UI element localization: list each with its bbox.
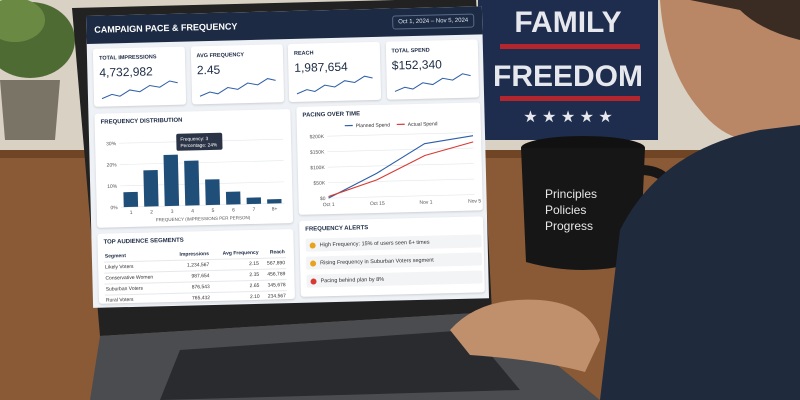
x-tick-label: 3 xyxy=(171,209,174,215)
bar xyxy=(163,154,180,207)
tooltip-text: Frequency: 3 xyxy=(180,136,208,143)
alert-text: Pacing behind plan by 8% xyxy=(320,276,385,284)
card-title: TOP AUDIENCE SEGMENTS xyxy=(103,237,184,246)
segments-table: Segment Impressions Avg Frequency Reach Like… xyxy=(103,247,288,307)
tooltip xyxy=(176,132,223,151)
legend-label: Actual Spend xyxy=(408,121,438,128)
x-tick-label: 2 xyxy=(150,209,153,215)
x-tick-label: 4 xyxy=(191,208,194,214)
svg-text:★ ★ ★ ★ ★: ★ ★ ★ ★ ★ xyxy=(523,109,613,126)
sparkline xyxy=(101,80,178,100)
bar xyxy=(205,179,221,206)
line xyxy=(328,141,474,198)
bar xyxy=(123,191,139,208)
poster-line: FAMILY xyxy=(514,6,621,39)
y-tick-label: $0 xyxy=(320,196,326,202)
legend-label: Planned Spend xyxy=(356,122,391,129)
grid-line xyxy=(119,160,284,165)
sparkline-line xyxy=(101,80,178,100)
grid-line xyxy=(327,163,474,168)
y-tick-label: $200K xyxy=(309,134,324,140)
pacing-chart: $0 $50K $100K $150K $200K Oct 1 Oct 15 Nov 1 Nov… xyxy=(309,121,481,208)
alert: Pacing behind plan by 8% xyxy=(306,270,483,288)
x-tick-label: 1 xyxy=(130,210,133,216)
kpi-card: TOTAL IMPRESSIONS 4,732,982 xyxy=(92,46,187,107)
mug-text: Progress xyxy=(545,219,593,233)
card-title: FREQUENCY ALERTS xyxy=(305,225,369,233)
kpi-card: REACH 1,987,654 xyxy=(287,41,382,103)
kpi-card: AVG FREQUENCY 2.45 xyxy=(190,44,284,105)
y-tick-label: 10% xyxy=(107,184,118,190)
table-cell: 345,678 xyxy=(260,279,287,292)
person xyxy=(450,0,800,400)
bar xyxy=(246,197,262,205)
segments-card: TOP AUDIENCE SEGMENTS Segment Impressions… xyxy=(97,228,295,307)
alerts-list: High Frequency: 15% of users seen 6+ tim… xyxy=(299,216,483,288)
tooltip-text: Percentage: 24% xyxy=(180,142,218,149)
plant xyxy=(0,0,75,140)
x-tick-label: 6 xyxy=(232,207,235,213)
column-header: Reach xyxy=(259,247,286,259)
kpi-row: TOTAL IMPRESSIONS 4,732,982 AVG FREQUENCY 2… xyxy=(86,6,482,107)
alert: High Frequency: 15% of users seen 6+ tim… xyxy=(305,234,482,252)
bar xyxy=(225,191,241,205)
freq-card: FREQUENCY DISTRIBUTION 0% 10% 20% 30% 1 2 3 4 5 6… xyxy=(94,109,294,228)
poster: FAMILY FREEDOM ★ ★ ★ ★ ★ xyxy=(478,0,658,140)
y-tick-label: 30% xyxy=(106,141,117,147)
y-tick-label: $150K xyxy=(310,150,325,156)
table-cell: 765,432 xyxy=(169,292,212,305)
dashboard: CAMPAIGN PACE & FREQUENCY Oct 1, 2024 – … xyxy=(86,6,490,308)
grid-line xyxy=(327,132,473,137)
x-tick-label: 7 xyxy=(253,207,256,213)
line xyxy=(328,135,474,199)
sparkline-line xyxy=(199,78,276,97)
mug-text: Principles xyxy=(545,187,597,201)
x-tick-label: Oct 15 xyxy=(370,201,385,207)
x-axis-label: FREQUENCY (IMPRESSIONS PER PERSON) xyxy=(156,215,251,222)
table-cell: Rural Voters xyxy=(104,293,171,307)
date-range[interactable]: Oct 1, 2024 – Nov 5, 2024 xyxy=(392,13,475,30)
x-tick-label: Oct 1 xyxy=(323,202,335,208)
freq-chart: 0% 10% 20% 30% 1 2 3 4 5 6 7 8+ FREQUENCY (IMPRESSIO… xyxy=(106,132,285,222)
sparkline xyxy=(296,75,373,95)
dashboard-title: CAMPAIGN PACE & FREQUENCY xyxy=(94,21,238,35)
grid-line xyxy=(328,194,475,199)
x-tick-label: Nov 1 xyxy=(419,200,432,206)
sparkline-line xyxy=(296,75,373,95)
x-tick-label: 5 xyxy=(212,208,215,214)
poster-line: FREEDOM xyxy=(493,60,643,93)
x-tick-label: Nov 5 xyxy=(468,198,481,204)
mug: Principles Policies Progress xyxy=(521,136,676,270)
y-tick-label: $100K xyxy=(310,165,325,171)
alert-icon xyxy=(310,277,317,285)
bar xyxy=(184,160,200,206)
alerts-card: FREQUENCY ALERTS High Frequency: 15% of … xyxy=(299,216,485,297)
alert: Rising Frequency in Suburban Voters segm… xyxy=(305,252,483,270)
y-tick-label: $50K xyxy=(313,180,325,186)
grid-line xyxy=(327,147,474,152)
mug-text: Policies xyxy=(545,203,586,217)
sparkline xyxy=(394,73,471,92)
kpi-card: TOTAL SPEND $152,340 xyxy=(385,39,479,100)
grid-line xyxy=(328,178,475,183)
alert-text: Rising Frequency in Suburban Voters segm… xyxy=(320,257,434,266)
pacing-card: PACING OVER TIME $0 $50K $100K $150K $200K Oc… xyxy=(296,102,483,215)
y-tick-label: 20% xyxy=(107,162,118,168)
table-cell: 567,890 xyxy=(259,257,287,270)
alert-text: High Frequency: 15% of users seen 6+ tim… xyxy=(319,239,430,248)
table-cell: 456,789 xyxy=(259,268,287,281)
sparkline-line xyxy=(394,73,471,92)
bar xyxy=(143,170,159,207)
y-tick-label: 0% xyxy=(110,205,118,211)
bar xyxy=(267,199,282,204)
x-tick-label: 8+ xyxy=(272,206,278,212)
alert-icon xyxy=(310,259,317,267)
table-cell: 234,567 xyxy=(260,290,288,303)
alert-icon xyxy=(309,241,316,249)
table-cell: 2.10 xyxy=(210,291,261,304)
sparkline xyxy=(199,78,276,97)
